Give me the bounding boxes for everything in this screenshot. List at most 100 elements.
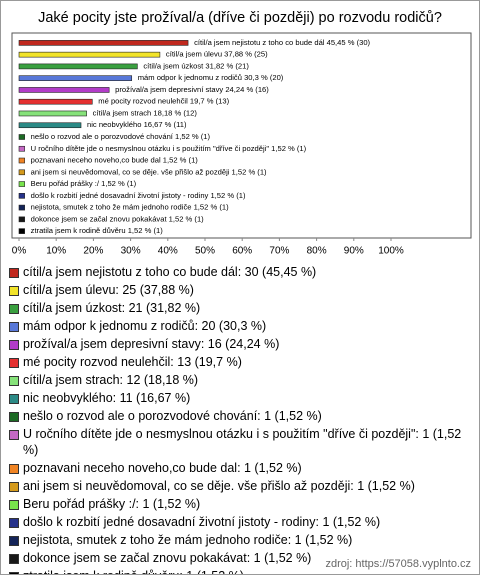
legend-label: ztratila jsem k rodině důvěru: 1 (1,52 %…	[23, 569, 244, 575]
x-tick-label: 60%	[232, 246, 252, 257]
bar	[18, 51, 161, 58]
legend-label: mám odpor k jednomu z rodičů: 20 (30,3 %…	[23, 319, 267, 333]
legend-swatch	[9, 535, 19, 546]
legend-label: nejistota, smutek z toho že mám jednoho …	[23, 532, 353, 547]
bar-label: cítil/a jsem strach 18,18 % (12)	[93, 108, 198, 117]
legend-label: cítil/a jsem strach: 12 (18,18 %)	[23, 373, 199, 387]
legend-swatch	[9, 358, 19, 368]
legend-swatch	[9, 304, 19, 314]
bar	[18, 75, 133, 81]
legend-item: cítil/a jsem nejistotu z toho co bude dá…	[9, 265, 471, 281]
bar	[18, 110, 87, 117]
bar-label: U ročního dítěte jde o nesmyslnou otázku…	[31, 144, 307, 153]
legend-item: U ročního dítěte jde o nesmyslnou otázku…	[9, 427, 471, 458]
bar-label: mám odpor k jednomu z rodičů 30,3 % (20)	[138, 73, 284, 82]
legend-label: dokonce jsem se začal znovu pokakávat: 1…	[23, 550, 312, 565]
x-tick-label: 80%	[307, 246, 327, 257]
legend-swatch	[9, 499, 19, 510]
bar	[18, 228, 25, 234]
legend-swatch	[9, 322, 19, 332]
legend-swatch	[9, 376, 19, 386]
x-tick-label: 40%	[158, 246, 178, 257]
x-tick-label: 100%	[378, 246, 404, 257]
legend-item: ztratila jsem k rodině důvěru: 1 (1,52 %…	[9, 569, 471, 575]
legend-swatch	[9, 268, 19, 278]
legend-item: nešlo o rozvod ale o porozvodové chování…	[9, 409, 471, 425]
x-tick-label: 90%	[344, 246, 364, 257]
bar	[18, 193, 25, 199]
legend-swatch	[9, 340, 19, 350]
bar-label: prožíval/a jsem depresivní stavy 24,24 %…	[115, 85, 269, 94]
bar-label: mé pocity rozvod neulehčil 19,7 % (13)	[98, 97, 229, 106]
bar	[18, 98, 93, 105]
bar-label: ztratila jsem k rodině důvěru 1,52 % (1)	[31, 226, 164, 235]
source: zdroj: https://57058.vyplnto.cz	[325, 558, 471, 570]
legend: cítil/a jsem nejistotu z toho co bude dá…	[9, 265, 471, 575]
legend-item: Beru pořád prášky :/: 1 (1,52 %)	[9, 497, 471, 513]
x-tick-label: 10%	[46, 246, 66, 257]
bar	[18, 181, 25, 187]
bar-label: Beru pořád prášky :/ 1,52 % (1)	[31, 179, 137, 188]
legend-item: poznavani neceho noveho,co bude dal: 1 (…	[9, 461, 471, 477]
legend-item: cítil/a jsem úlevu: 25 (37,88 %)	[9, 283, 471, 299]
legend-label: cítil/a jsem úlevu: 25 (37,88 %)	[23, 283, 194, 297]
legend-item: nic neobvyklého: 11 (16,67 %)	[9, 391, 471, 407]
legend-item: cítil/a jsem úzkost: 21 (31,82 %)	[9, 301, 471, 317]
legend-label: prožíval/a jsem depresivní stavy: 16 (24…	[23, 337, 280, 351]
legend-label: došlo k rozbití jedné dosavadní životní …	[23, 514, 381, 529]
legend-label: nic neobvyklého: 11 (16,67 %)	[23, 391, 191, 405]
legend-label: ani jsem si neuvědomoval, co se děje. vš…	[23, 478, 415, 493]
bar	[18, 204, 25, 211]
bar-label: poznavani neceho noveho,co bude dal 1,52…	[31, 156, 199, 165]
legend-item: cítil/a jsem strach: 12 (18,18 %)	[9, 373, 471, 389]
legend-label: Beru pořád prášky :/: 1 (1,52 %)	[23, 496, 201, 511]
legend-label: nešlo o rozvod ale o porozvodové chování…	[23, 409, 322, 423]
bar	[18, 40, 189, 46]
legend-label: U ročního dítěte jde o nesmyslnou otázku…	[23, 427, 462, 457]
bar	[18, 63, 138, 70]
x-tick-label: 0%	[12, 246, 27, 257]
legend-swatch	[9, 553, 19, 564]
bar	[18, 87, 110, 93]
legend-item: došlo k rozbití jedné dosavadní životní …	[9, 515, 471, 531]
legend-swatch	[9, 430, 19, 440]
legend-label: mé pocity rozvod neulehčil: 13 (19,7 %)	[23, 355, 242, 369]
bar-label: ani jsem si neuvědomoval, co se děje. vš…	[31, 167, 267, 176]
bar-label: nešlo o rozvod ale o porozvodové chování…	[31, 132, 211, 141]
legend-item: nejistota, smutek z toho že mám jednoho …	[9, 533, 471, 549]
bar-label: nic neobvyklého 16,67 % (11)	[87, 120, 187, 129]
legend-swatch	[9, 394, 19, 404]
legend-item: ani jsem si neuvědomoval, co se děje. vš…	[9, 479, 471, 495]
legend-swatch	[9, 571, 19, 574]
bar	[18, 122, 82, 129]
bar	[18, 169, 25, 176]
legend-swatch	[9, 463, 19, 474]
legend-label: cítil/a jsem nejistotu z toho co bude dá…	[23, 265, 317, 279]
x-tick-label: 50%	[195, 246, 215, 257]
chart-title: Jaké pocity jste prožíval/a (dříve či po…	[38, 10, 442, 26]
x-tick-label: 70%	[269, 246, 289, 257]
legend-item: mám odpor k jednomu z rodičů: 20 (30,3 %…	[9, 319, 471, 335]
bar-label: cítil/a jsem nejistotu z toho co bude dá…	[194, 38, 370, 47]
legend-swatch	[9, 286, 19, 296]
legend-swatch	[9, 517, 19, 528]
legend-swatch	[9, 481, 19, 492]
bar	[18, 134, 25, 140]
bar-label: došlo k rozbití jedné dosavadní životní …	[31, 191, 246, 200]
chart: Jaké pocity jste prožíval/a (dříve či po…	[11, 10, 472, 257]
legend-label: cítil/a jsem úzkost: 21 (31,82 %)	[23, 301, 201, 315]
bar	[18, 157, 25, 164]
bar-label: cítil/a jsem úzkost 31,82 % (21)	[143, 61, 249, 70]
legend-item: mé pocity rozvod neulehčil: 13 (19,7 %)	[9, 355, 471, 371]
legend-item: dokonce jsem se začal znovu pokakávat: 1…	[9, 551, 471, 567]
x-tick-label: 30%	[121, 246, 141, 257]
legend-label: poznavani neceho noveho,co bude dal: 1 (…	[23, 460, 302, 475]
bar-label: dokonce jsem se začal znovu pokakávat 1,…	[31, 214, 205, 223]
bar	[18, 145, 25, 152]
legend-item: prožíval/a jsem depresivní stavy: 16 (24…	[9, 337, 471, 353]
legend-swatch	[9, 412, 19, 422]
x-tick-label: 20%	[83, 246, 103, 257]
bar-label: nejistota, smutek z toho že mám jednoho …	[31, 203, 229, 212]
bar-label: cítil/a jsem úlevu 37,88 % (25)	[166, 50, 268, 59]
